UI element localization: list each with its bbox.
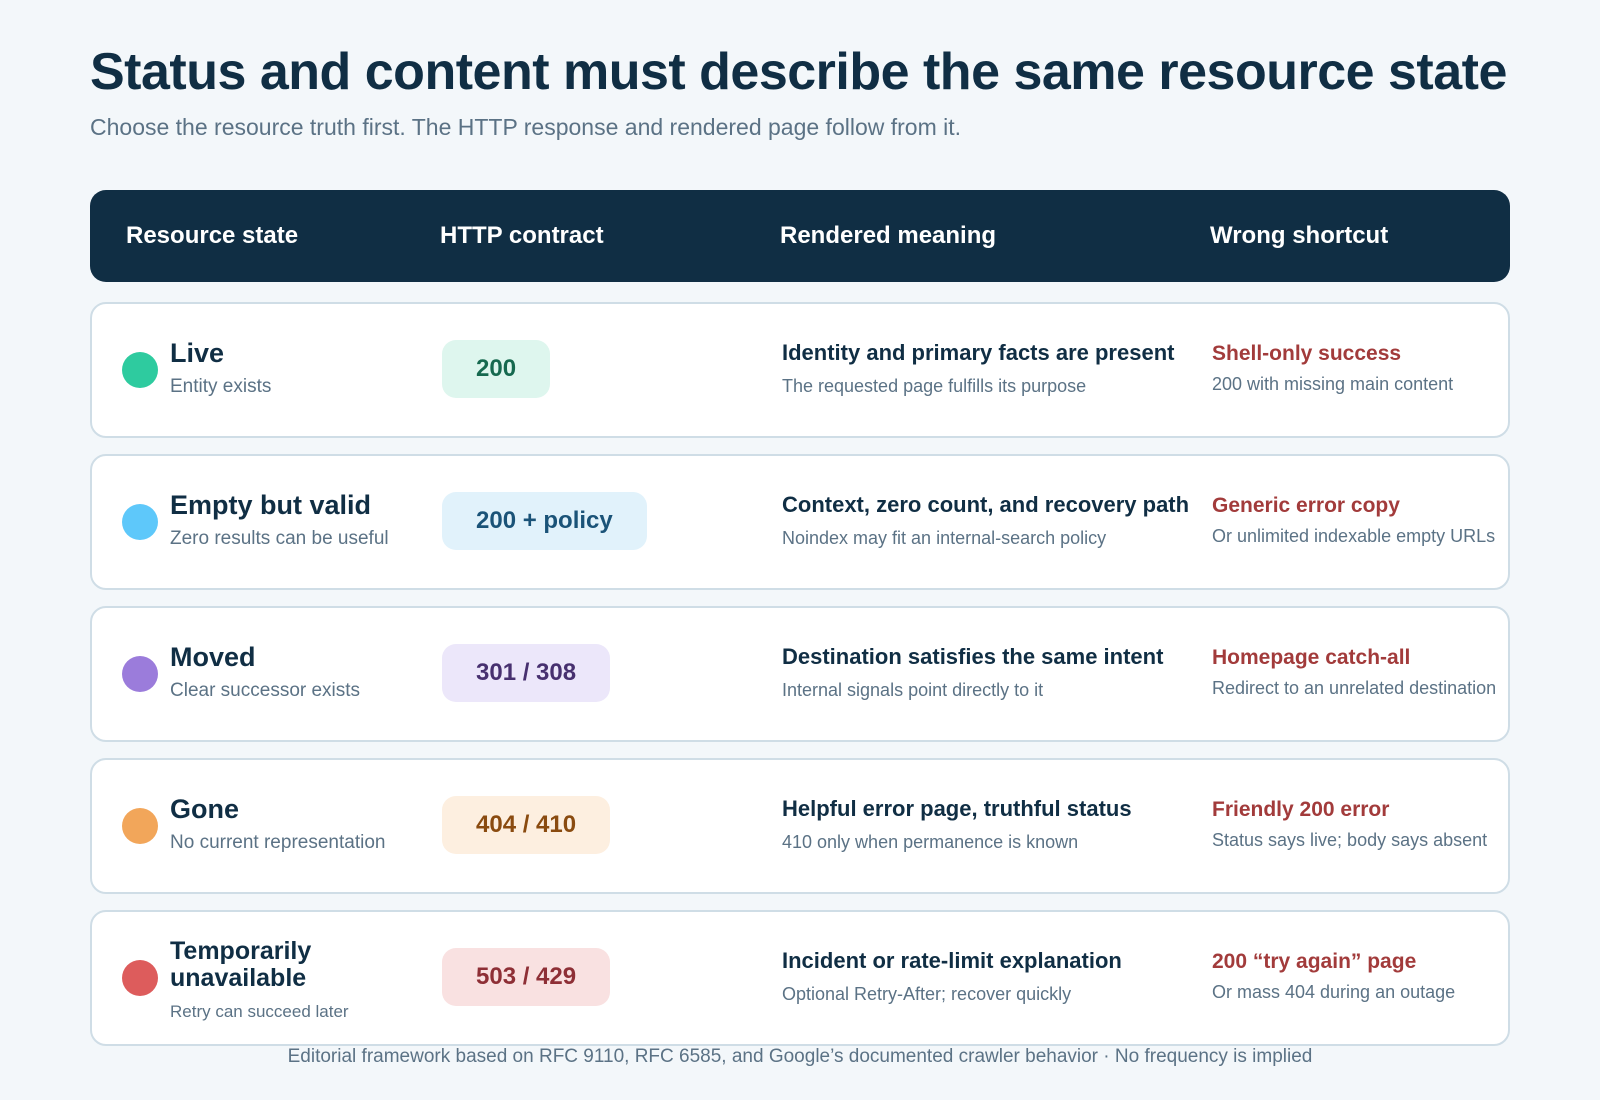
state-title: Empty but valid <box>170 490 372 520</box>
meaning-title: Identity and primary facts are present <box>782 340 1175 365</box>
table-row: Moved Clear successor exists 301 / 308 D… <box>90 606 1510 742</box>
status-badge: 404 / 410 <box>442 796 611 854</box>
state-dot <box>122 352 158 388</box>
meaning-title: Helpful error page, truthful status <box>782 796 1132 821</box>
state-title: Moved <box>170 642 256 672</box>
header-resource-state: Resource state <box>126 222 299 249</box>
state-dot <box>122 808 158 844</box>
state-title: Gone <box>170 794 240 824</box>
table-row: Empty but valid Zero results can be usef… <box>90 454 1510 590</box>
state-subtitle: Clear successor exists <box>170 680 361 701</box>
status-badge: 503 / 429 <box>442 948 611 1006</box>
table-row: Gone No current representation 404 / 410… <box>90 758 1510 894</box>
table-row: Live Entity exists 200 Identity and prim… <box>90 302 1510 438</box>
state-subtitle: Entity exists <box>170 376 272 397</box>
meaning-subtitle: 410 only when permanence is known <box>782 832 1079 852</box>
page-title: Status and content must describe the sam… <box>90 43 1507 101</box>
state-subtitle: Retry can succeed later <box>170 1002 349 1021</box>
state-title: Live <box>170 338 225 368</box>
table-header: Resource state HTTP contract Rendered me… <box>90 190 1510 282</box>
wrong-shortcut-subtitle: Status says live; body says absent <box>1212 830 1488 850</box>
meaning-subtitle: Optional Retry-After; recover quickly <box>782 984 1072 1004</box>
status-badge: 200 + policy <box>442 492 647 550</box>
footer-note: Editorial framework based on RFC 9110, R… <box>287 1046 1313 1067</box>
state-dot <box>122 960 158 996</box>
wrong-shortcut-subtitle: 200 with missing main content <box>1212 374 1454 394</box>
wrong-shortcut-title: Shell-only success <box>1212 342 1402 365</box>
wrong-shortcut-title: Generic error copy <box>1212 494 1400 517</box>
page-subtitle: Choose the resource truth first. The HTT… <box>90 114 962 140</box>
status-badge: 200 <box>442 340 551 398</box>
header-http-contract: HTTP contract <box>440 222 604 249</box>
state-subtitle: No current representation <box>170 832 386 853</box>
wrong-shortcut-subtitle: Or unlimited indexable empty URLs <box>1212 526 1496 546</box>
meaning-title: Destination satisfies the same intent <box>782 644 1164 669</box>
state-dot <box>122 504 158 540</box>
wrong-shortcut-title: 200 “try again” page <box>1212 950 1417 973</box>
status-badge: 301 / 308 <box>442 644 611 702</box>
state-subtitle: Zero results can be useful <box>170 528 389 549</box>
table-row: Temporarily unavailable Retry can succee… <box>90 910 1510 1046</box>
meaning-title: Incident or rate-limit explanation <box>782 948 1122 973</box>
meaning-subtitle: The requested page fulfills its purpose <box>782 376 1087 396</box>
wrong-shortcut-subtitle: Redirect to an unrelated destination <box>1212 678 1497 698</box>
header-wrong-shortcut: Wrong shortcut <box>1210 222 1389 249</box>
wrong-shortcut-title: Homepage catch-all <box>1212 646 1411 669</box>
state-title: Temporarily unavailable <box>170 937 312 992</box>
header-rendered-meaning: Rendered meaning <box>780 222 997 249</box>
state-dot <box>122 656 158 692</box>
meaning-subtitle: Noindex may fit an internal-search polic… <box>782 528 1107 548</box>
wrong-shortcut-subtitle: Or mass 404 during an outage <box>1212 982 1456 1002</box>
wrong-shortcut-title: Friendly 200 error <box>1212 798 1390 821</box>
meaning-subtitle: Internal signals point directly to it <box>782 680 1044 700</box>
meaning-title: Context, zero count, and recovery path <box>782 492 1190 517</box>
